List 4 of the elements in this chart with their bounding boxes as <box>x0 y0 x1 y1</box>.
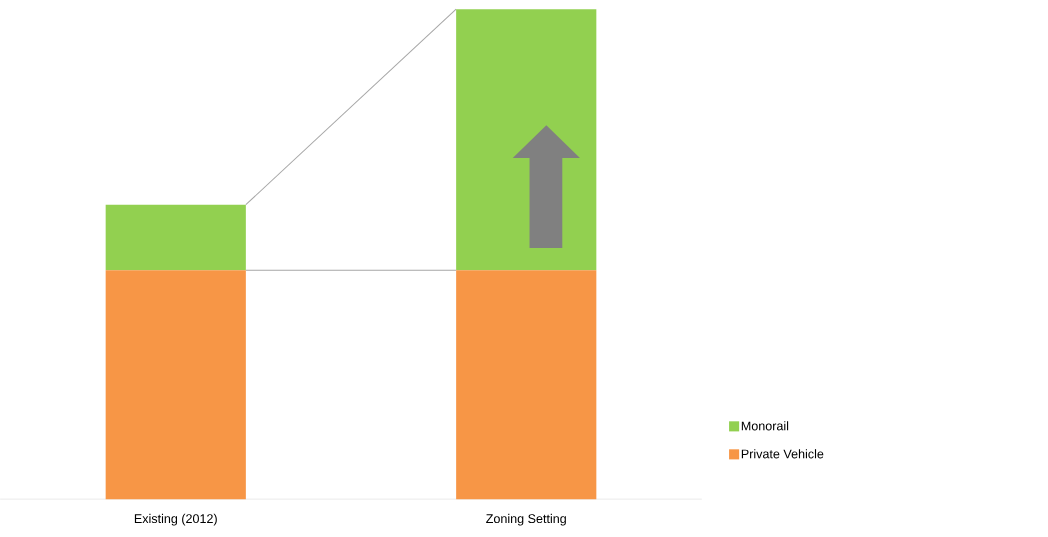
legend-label: Private Vehicle <box>741 449 824 459</box>
x-tick-label: Existing (2012) <box>134 513 217 526</box>
legend-label: Monorail <box>741 421 789 431</box>
x-tick-label: Zoning Setting <box>486 513 566 526</box>
